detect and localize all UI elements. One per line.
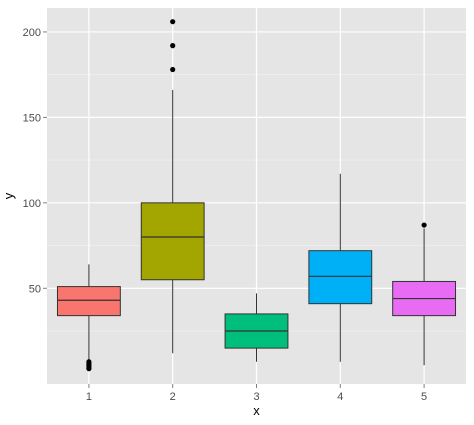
y-tick-label: 50 <box>29 283 41 295</box>
box-3 <box>224 293 289 362</box>
x-tick-label: 3 <box>253 391 259 403</box>
outlier-point <box>421 222 427 228</box>
box-series <box>56 19 457 372</box>
outlier-point <box>170 66 176 73</box>
y-tick-label: 100 <box>23 198 41 210</box>
y-tick-label: 150 <box>23 112 41 124</box>
box-4 <box>308 173 373 362</box>
y-axis-title: y <box>1 192 16 199</box>
x-axis-ticks: 1 2 3 4 5 <box>86 384 427 403</box>
x-tick-label: 5 <box>421 391 427 403</box>
box-body <box>308 250 373 305</box>
y-tick-label: 200 <box>23 27 41 39</box>
box-body <box>56 286 121 317</box>
box-body <box>140 202 205 281</box>
outlier-point <box>170 43 176 49</box>
x-tick-label: 1 <box>86 391 92 403</box>
outlier-point <box>86 359 92 365</box>
x-tick-label: 2 <box>170 391 176 403</box>
box-5 <box>392 222 457 366</box>
box-2 <box>140 19 205 354</box>
box-1 <box>56 264 121 372</box>
x-tick-label: 4 <box>337 391 343 403</box>
y-axis-ticks: 50 100 150 200 <box>23 27 47 295</box>
x-axis-title: x <box>253 403 260 418</box>
outlier-point <box>170 19 176 25</box>
